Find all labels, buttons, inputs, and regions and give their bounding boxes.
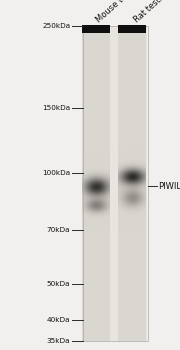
Text: 250kDa: 250kDa <box>42 23 70 29</box>
Text: 35kDa: 35kDa <box>47 338 70 344</box>
Text: 40kDa: 40kDa <box>47 317 70 323</box>
Text: PIWIL1: PIWIL1 <box>158 182 180 191</box>
Bar <box>82 25 110 33</box>
Text: Rat testis: Rat testis <box>132 0 168 25</box>
Bar <box>83 26 148 341</box>
Text: 100kDa: 100kDa <box>42 170 70 176</box>
Text: Mouse testis: Mouse testis <box>94 0 140 25</box>
Text: 70kDa: 70kDa <box>47 227 70 233</box>
Text: 50kDa: 50kDa <box>47 281 70 287</box>
Bar <box>118 25 146 33</box>
Text: 150kDa: 150kDa <box>42 105 70 111</box>
